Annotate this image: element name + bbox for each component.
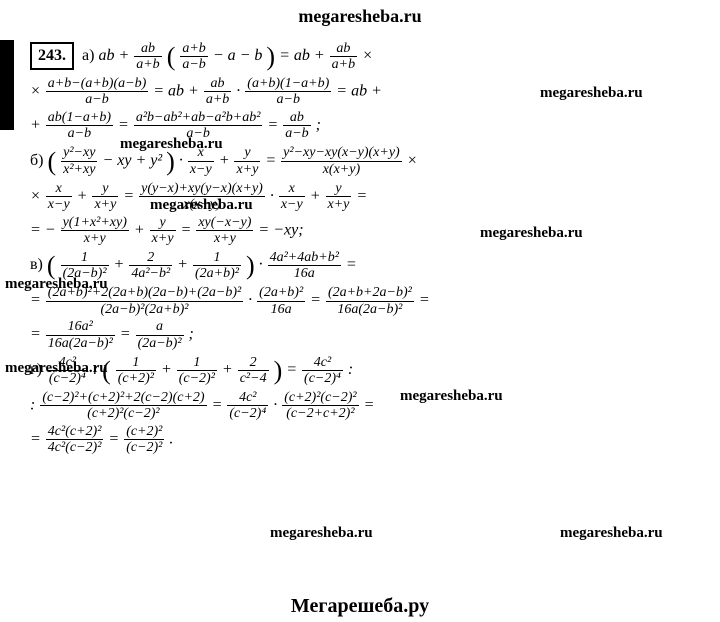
problem-number: 243. — [30, 42, 74, 70]
part-b-line2: × xx−y + yx+y = y(y−x)+xy(y−x)(x+y)x(x+y… — [30, 181, 700, 213]
watermark-text: megaresheba.ru — [540, 85, 643, 102]
part-b-line3: = − y(1+x²+xy)x+y + yx+y = xy(−x−y)x+y =… — [30, 215, 700, 247]
watermark-text: megaresheba.ru — [480, 225, 583, 242]
part-g-line1: г) 4c²(c−2)⁴ : ( 1(c+2)² + 1(c−2)² + 2c²… — [30, 353, 700, 388]
part-a-line1: 243. а) ab + aba+b ( a+ba−b − a − b ) = … — [30, 39, 700, 74]
watermark-text: megaresheba.ru — [270, 525, 373, 542]
watermark-text: megaresheba.ru — [150, 197, 253, 214]
part-v-line1: в) ( 1(2a−b)² + 24a²−b² + 1(2a+b)² ) · 4… — [30, 248, 700, 283]
header-watermark: megaresheba.ru — [0, 0, 720, 33]
part-v-line2: = (2a+b)²+2(2a+b)(2a−b)+(2a−b)²(2a−b)²(2… — [30, 285, 700, 317]
part-g-line2: : (c−2)²+(c+2)²+2(c−2)(c+2)(c+2)²(c−2)² … — [30, 390, 700, 422]
watermark-text: megaresheba.ru — [560, 525, 663, 542]
part-g-line3: = 4c²(c+2)²4c²(c−2)² = (c+2)²(c−2)² . — [30, 424, 700, 456]
footer-watermark: Мегарешеба.ру — [0, 595, 720, 618]
watermark-text: megaresheba.ru — [400, 388, 503, 405]
watermark-text: megaresheba.ru — [120, 136, 223, 153]
watermark-text: megaresheba.ru — [5, 360, 108, 377]
part-v-line3: = 16a²16a(2a−b)² = a(2a−b)² ; — [30, 319, 700, 351]
watermark-text: megaresheba.ru — [5, 276, 108, 293]
scan-artifact — [0, 40, 14, 130]
